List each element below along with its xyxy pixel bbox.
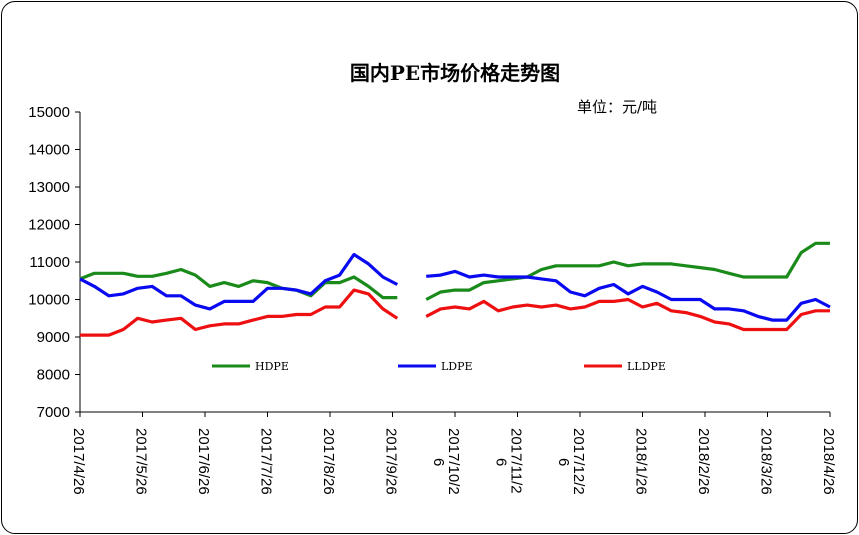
x-tick-label: 2018/3/26: [758, 428, 775, 495]
x-tick-label: 2017/12/2: [570, 428, 587, 495]
series-line-lldpe: [425, 297, 830, 332]
legend: HDPE LDPE LLDPE: [212, 360, 666, 373]
x-tick-label: 2017/5/26: [133, 428, 150, 495]
series-line-hdpe: [79, 267, 398, 300]
x-tick-label-wrap: 6: [493, 458, 510, 466]
x-tick-label: 2017/11/2: [508, 428, 525, 494]
y-tick-label: 15000: [28, 104, 70, 121]
x-tick-label-wrap: 6: [430, 458, 447, 466]
y-axis-ticks: 15000 14000 13000 12000 11000 10000 9000 8000 70…: [28, 104, 80, 421]
y-tick-label: 14000: [28, 142, 70, 159]
series-line-hdpe: [425, 241, 830, 301]
x-tick-label: 2017/10/2: [445, 428, 462, 495]
x-tick-label: 2017/4/26: [70, 428, 87, 495]
x-tick-label: 2018/4/26: [820, 428, 837, 495]
legend-label-hdpe: HDPE: [255, 360, 289, 373]
y-tick-label: 8000: [37, 367, 70, 384]
x-tick-label: 2017/7/26: [258, 428, 275, 495]
y-tick-label: 7000: [37, 404, 70, 421]
series-lines: [79, 241, 831, 337]
series-line-ldpe: [426, 269, 831, 322]
x-tick-label: 2017/9/26: [383, 428, 400, 495]
legend-label-lldpe: LLDPE: [627, 360, 666, 373]
x-tick-label: 2018/1/26: [633, 428, 650, 495]
y-tick-label: 12000: [28, 217, 70, 234]
x-axis-ticks: 2017/4/26 2017/5/26 2017/6/26 2017/7/26 2017…: [70, 412, 837, 495]
unit-label: 单位：元/吨: [577, 98, 657, 116]
x-tick-label: 2017/8/26: [320, 428, 337, 495]
series-line-ldpe: [79, 252, 399, 311]
x-tick-label: 2018/2/26: [695, 428, 712, 495]
x-tick-label-wrap: 6: [555, 458, 572, 466]
chart-title: 国内PE市场价格走势图: [350, 61, 560, 85]
y-tick-label: 13000: [28, 179, 70, 196]
legend-label-ldpe: LDPE: [441, 360, 473, 373]
series-line-lldpe: [80, 288, 399, 337]
y-tick-label: 9000: [37, 329, 70, 346]
y-tick-label: 10000: [28, 292, 70, 309]
x-tick-label: 2017/6/26: [195, 428, 212, 495]
y-tick-label: 11000: [29, 254, 70, 271]
